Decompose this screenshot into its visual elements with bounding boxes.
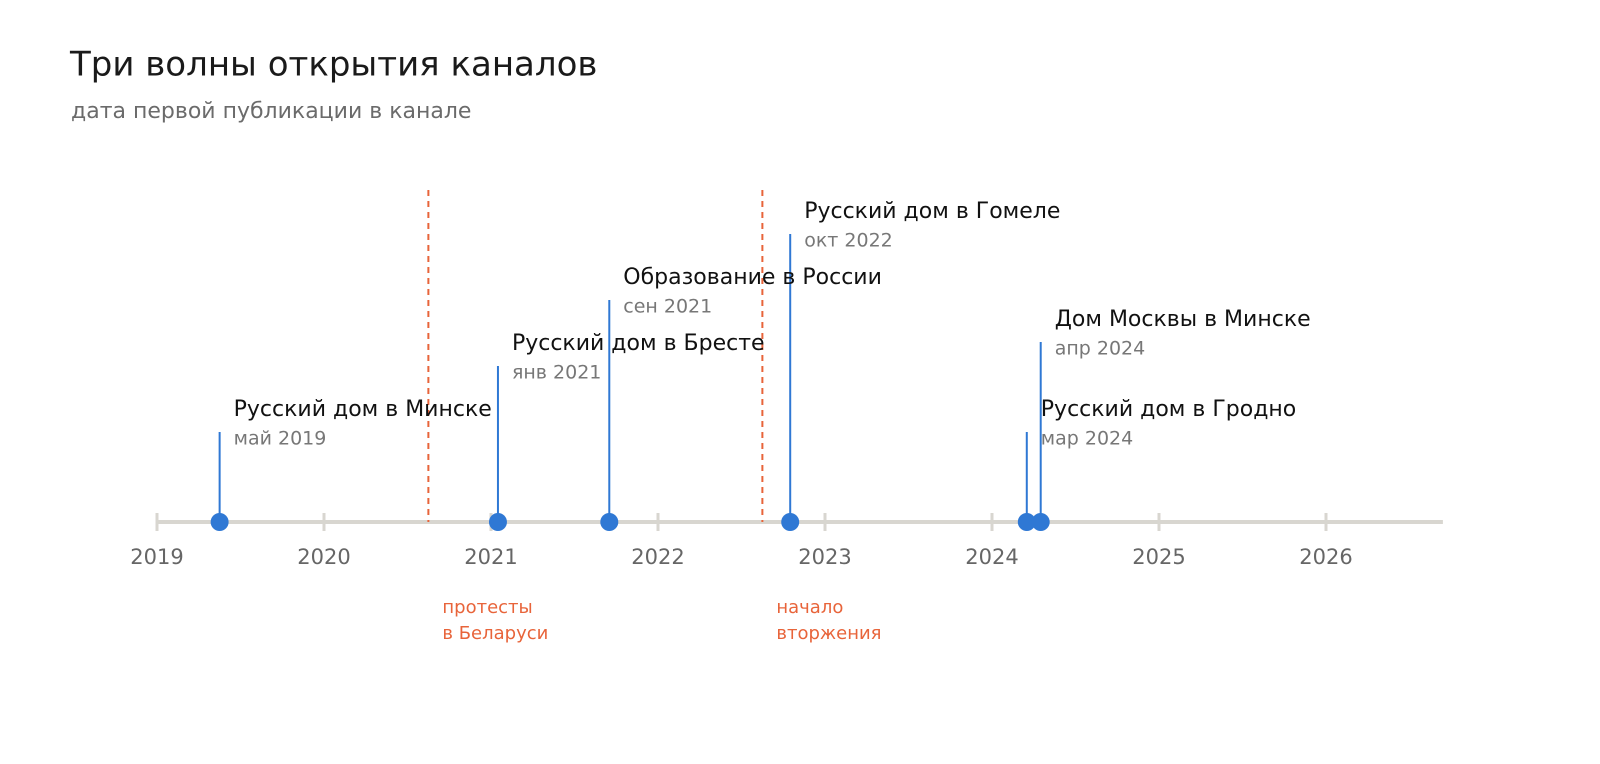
event-date: янв 2021 [512,362,601,384]
event-dot [600,513,619,531]
event-name: Дом Москвы в Минске [1055,307,1311,332]
marker-label: протесты [442,597,532,618]
marker-label: начало [776,597,843,618]
x-tick-label: 2021 [464,545,517,569]
event-name: Русский дом в Гродно [1041,397,1296,422]
event-date: сен 2021 [623,296,712,318]
event-name: Русский дом в Гомеле [804,199,1060,224]
event-name: Образование в России [623,265,882,290]
marker-label: вторжения [776,623,881,644]
marker-label: в Беларуси [442,623,548,644]
x-tick-label: 2019 [130,545,183,569]
x-tick-label: 2020 [297,545,350,569]
event-dot [210,513,229,531]
x-tick-label: 2026 [1299,545,1352,569]
event-dot [1031,513,1050,531]
event-name: Русский дом в Бресте [512,331,765,356]
x-tick-label: 2022 [631,545,684,569]
x-tick-label: 2023 [798,545,851,569]
x-tick-label: 2024 [965,545,1018,569]
x-tick-label: 2025 [1132,545,1185,569]
event-name: Русский дом в Минске [234,397,492,422]
event-dot [1017,513,1036,531]
event-dot [488,513,507,531]
event-date: окт 2022 [804,230,893,252]
event-date: май 2019 [234,428,327,450]
event-date: мар 2024 [1041,428,1133,450]
event-date: апр 2024 [1055,338,1146,360]
event-dot [781,513,800,531]
chart-title: Три волны открытия каналов [69,45,597,85]
chart-subtitle: дата первой публикации в канале [71,99,471,124]
